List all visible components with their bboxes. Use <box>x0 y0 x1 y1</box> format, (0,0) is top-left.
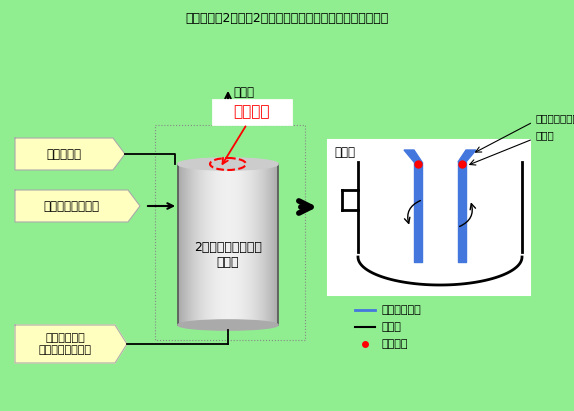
Text: 腐食箇所: 腐食箇所 <box>381 339 408 349</box>
Text: 補助蒸気ドレン水: 補助蒸気ドレン水 <box>44 199 99 212</box>
Bar <box>213 100 291 124</box>
Polygon shape <box>15 190 140 222</box>
Ellipse shape <box>178 158 278 170</box>
Text: 断面図: 断面図 <box>334 145 355 159</box>
Text: スプレイノズル: スプレイノズル <box>535 113 574 123</box>
Text: 炭素鋼: 炭素鋼 <box>381 322 401 332</box>
Text: 内筒部: 内筒部 <box>535 130 554 140</box>
Ellipse shape <box>178 320 278 330</box>
Text: 大気へ: 大気へ <box>233 85 254 99</box>
Text: 伊方発電所2号機　2次系ブローダウンタンクまわり概略図: 伊方発電所2号機 2次系ブローダウンタンクまわり概略図 <box>185 12 389 25</box>
Text: 当該箇所: 当該箇所 <box>234 104 270 120</box>
Text: タービン建家
非常用排水ピット: タービン建家 非常用排水ピット <box>38 333 91 355</box>
Text: ステンレス鋼: ステンレス鋼 <box>381 305 421 315</box>
Polygon shape <box>15 325 127 363</box>
Polygon shape <box>404 150 422 162</box>
Text: スプレイ水: スプレイ水 <box>46 148 82 161</box>
Polygon shape <box>15 138 125 170</box>
Polygon shape <box>458 150 476 162</box>
Text: 2次系ブローダウン
タンク: 2次系ブローダウン タンク <box>194 241 262 269</box>
Bar <box>328 140 530 295</box>
